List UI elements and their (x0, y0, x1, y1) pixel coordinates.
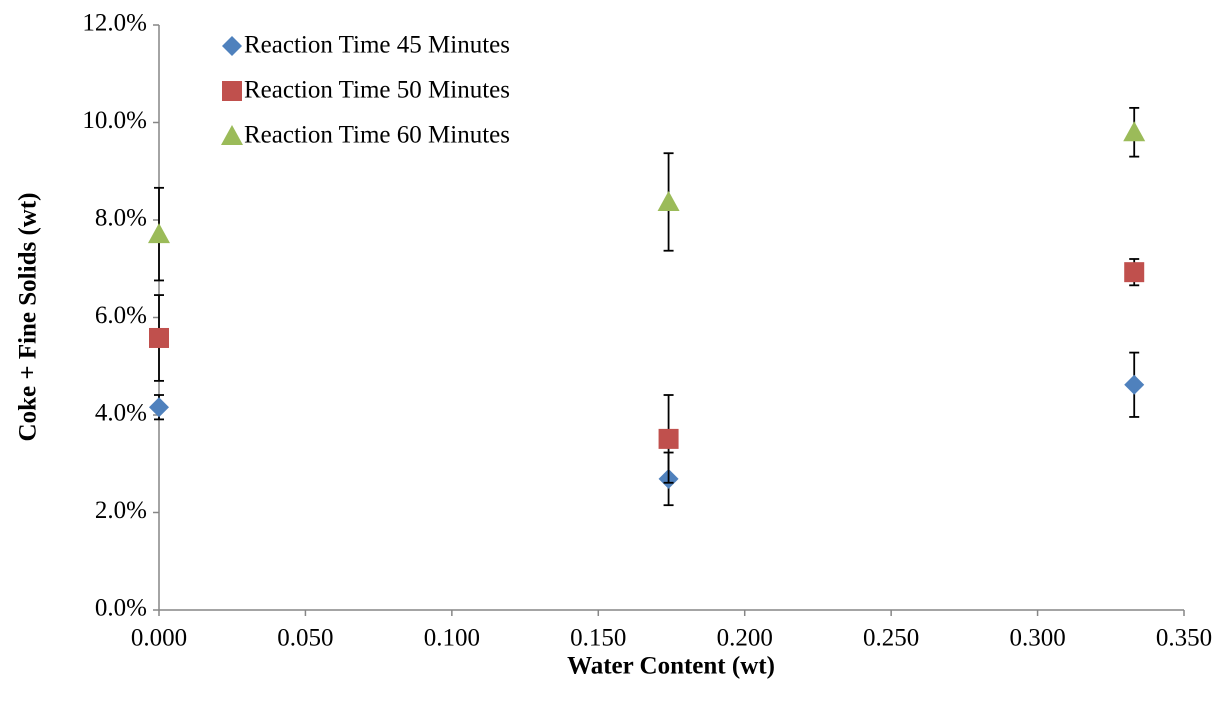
x-tick-label: 0.050 (277, 625, 333, 652)
legend-marker (222, 36, 242, 56)
y-tick-label: 0.0% (95, 595, 147, 622)
x-tick-label: 0.350 (1156, 625, 1212, 652)
y-tick-label: 4.0% (95, 400, 147, 427)
marker (1124, 262, 1145, 283)
legend-label: Reaction Time 45 Minutes (244, 32, 510, 59)
x-tick-label: 0.000 (131, 625, 187, 652)
x-tick-label: 0.100 (424, 625, 480, 652)
legend-label: Reaction Time 50 Minutes (244, 77, 510, 104)
y-axis-title: Coke + Fine Solids (wt) (15, 193, 42, 442)
y-tick-label: 8.0% (95, 205, 147, 232)
y-tick-label: 10.0% (82, 107, 147, 134)
x-tick-label: 0.200 (717, 625, 773, 652)
marker (148, 223, 170, 244)
marker (1123, 121, 1146, 142)
x-axis-title: Water Content (wt) (567, 653, 775, 680)
marker (149, 397, 169, 418)
x-tick-label: 0.150 (570, 625, 626, 652)
y-tick-label: 12.0% (82, 10, 147, 37)
legend-marker (222, 81, 242, 101)
x-tick-label: 0.250 (863, 625, 919, 652)
marker (149, 327, 169, 348)
marker (657, 190, 680, 211)
x-tick-label: 0.300 (1009, 625, 1065, 652)
marker (1124, 374, 1145, 395)
legend-marker (221, 125, 243, 145)
legend-label: Reaction Time 60 Minutes (244, 122, 510, 149)
y-tick-label: 6.0% (95, 302, 147, 329)
marker (658, 428, 679, 449)
y-tick-label: 2.0% (95, 497, 147, 524)
